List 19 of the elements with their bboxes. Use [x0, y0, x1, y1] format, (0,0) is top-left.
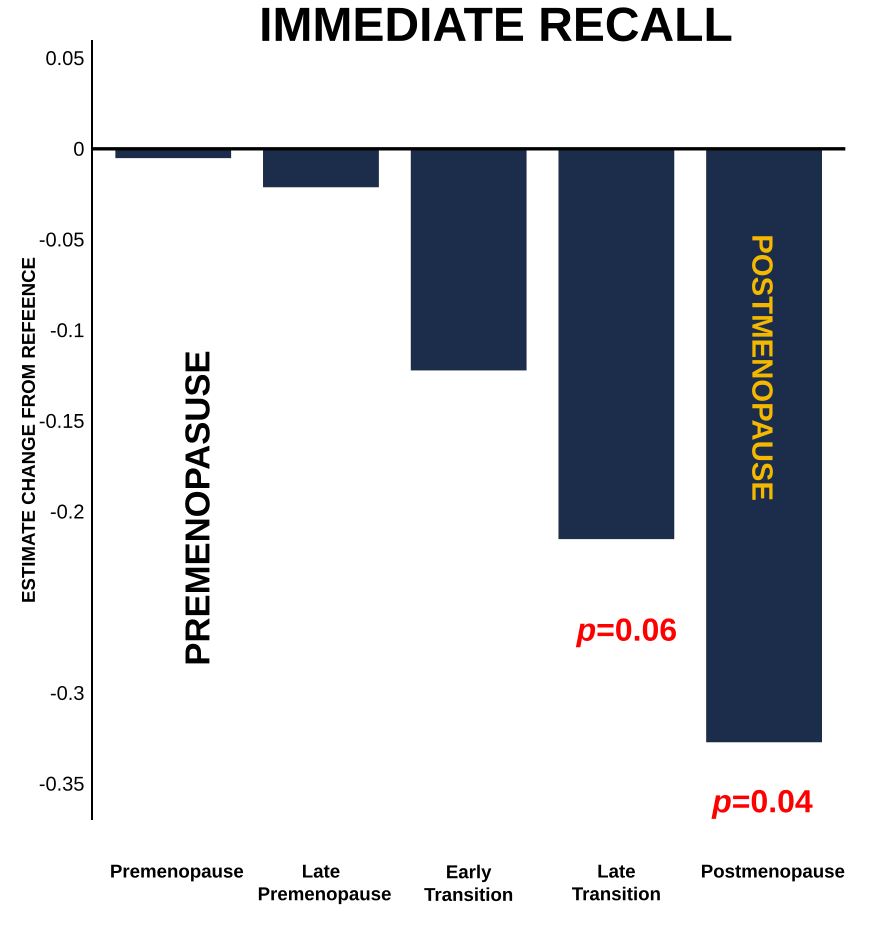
annotation: PREMENOPASUSE	[185, 352, 210, 664]
annotation: POSTMENOPAUSE	[752, 236, 774, 500]
x-tick-label: Late Transition	[572, 864, 660, 900]
y-tick-label: -0.05	[40, 232, 84, 247]
y-tick-label: -0.2	[51, 504, 84, 519]
y-tick-label: -0.3	[51, 686, 84, 700]
y-tick-label: -0.35	[40, 776, 84, 791]
x-tick-label: Early Transition	[424, 864, 512, 902]
x-tick-label: Postmenopause	[702, 864, 844, 882]
y-tick-label: -0.15	[40, 414, 84, 428]
y-axis-title: ESTIMATE CHANGE FROM REFEENCE	[22, 258, 36, 602]
y-tick-label: 0.05	[46, 51, 84, 66]
x-tick-label: Late Premenopause	[259, 864, 391, 904]
x-tick-label: Premenopause	[111, 864, 244, 882]
annotation: p=0.04	[712, 790, 813, 819]
y-tick-label: -0.1	[51, 323, 84, 338]
chart-title: IMMEDIATE RECALL	[262, 7, 732, 42]
annotation: p=0.06	[576, 618, 676, 648]
y-tick-label: 0	[74, 142, 84, 156]
